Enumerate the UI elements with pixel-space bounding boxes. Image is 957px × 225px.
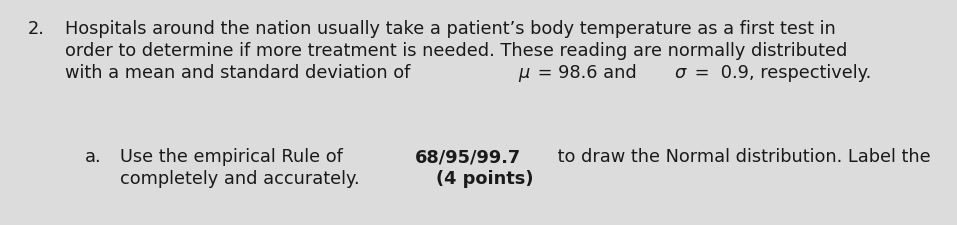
- Text: order to determine if more treatment is needed. These reading are normally distr: order to determine if more treatment is …: [65, 42, 847, 60]
- Text: σ: σ: [675, 64, 686, 82]
- Text: Use the empirical Rule of: Use the empirical Rule of: [120, 147, 348, 165]
- Text: Hospitals around the nation usually take a patient’s body temperature as a first: Hospitals around the nation usually take…: [65, 20, 835, 38]
- Text: completely and accurately.: completely and accurately.: [120, 169, 366, 187]
- Text: to draw the Normal distribution. Label the: to draw the Normal distribution. Label t…: [552, 147, 930, 165]
- Text: μ: μ: [518, 64, 529, 82]
- Text: = 98.6 and: = 98.6 and: [532, 64, 643, 82]
- Text: =  0.9, respectively.: = 0.9, respectively.: [689, 64, 872, 82]
- Text: 68/95/99.7: 68/95/99.7: [414, 147, 521, 165]
- Text: 2.: 2.: [28, 20, 45, 38]
- Text: with a mean and standard deviation of: with a mean and standard deviation of: [65, 64, 416, 82]
- Text: (4 points): (4 points): [436, 169, 534, 187]
- Text: a.: a.: [85, 147, 101, 165]
